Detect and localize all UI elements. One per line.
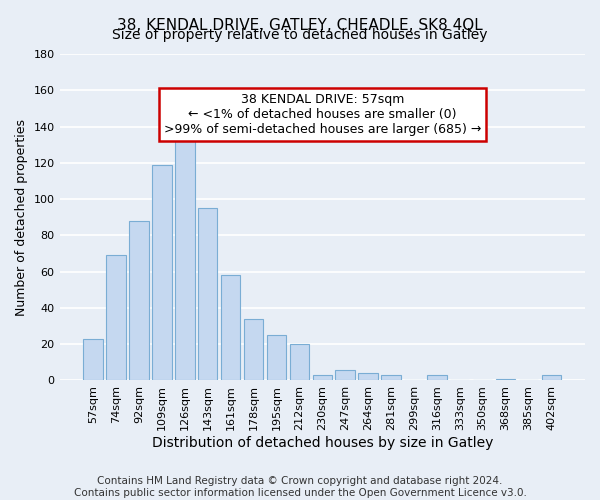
Bar <box>244 319 263 380</box>
Bar <box>175 126 194 380</box>
X-axis label: Distribution of detached houses by size in Gatley: Distribution of detached houses by size … <box>152 436 493 450</box>
Bar <box>381 375 401 380</box>
Bar <box>83 338 103 380</box>
Bar <box>542 375 561 380</box>
Text: 38, KENDAL DRIVE, GATLEY, CHEADLE, SK8 4QL: 38, KENDAL DRIVE, GATLEY, CHEADLE, SK8 4… <box>117 18 483 32</box>
Bar <box>152 164 172 380</box>
Bar <box>358 373 378 380</box>
Y-axis label: Number of detached properties: Number of detached properties <box>15 118 28 316</box>
Text: Size of property relative to detached houses in Gatley: Size of property relative to detached ho… <box>112 28 488 42</box>
Text: Contains HM Land Registry data © Crown copyright and database right 2024.
Contai: Contains HM Land Registry data © Crown c… <box>74 476 526 498</box>
Bar <box>313 375 332 380</box>
Bar <box>106 256 126 380</box>
Bar <box>129 221 149 380</box>
Bar <box>335 370 355 380</box>
Text: 38 KENDAL DRIVE: 57sqm
← <1% of detached houses are smaller (0)
>99% of semi-det: 38 KENDAL DRIVE: 57sqm ← <1% of detached… <box>164 93 481 136</box>
Bar <box>221 276 241 380</box>
Bar <box>290 344 309 381</box>
Bar <box>427 375 446 380</box>
Bar <box>267 335 286 380</box>
Bar <box>496 378 515 380</box>
Bar <box>198 208 217 380</box>
